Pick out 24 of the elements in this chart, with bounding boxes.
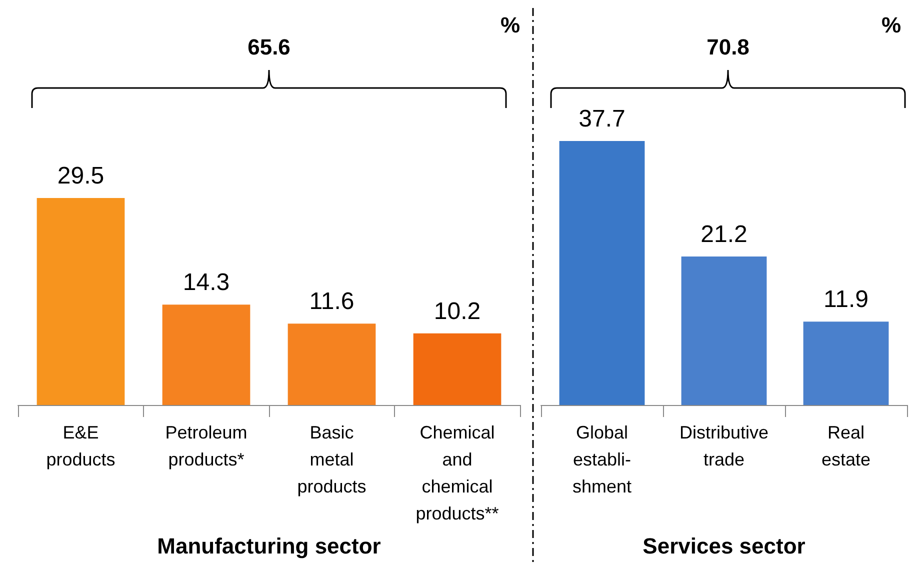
text: 70.8 xyxy=(706,34,750,60)
y-axis-title: % xyxy=(881,12,901,38)
data-label: 11.6 xyxy=(309,288,354,316)
x-tick-label: Petroleum products* xyxy=(165,422,248,470)
bar xyxy=(36,198,125,405)
y-axis-title: % xyxy=(500,12,520,38)
data-label: 29.5 xyxy=(57,162,104,190)
bar xyxy=(288,324,376,405)
x-axis-title: Services sector xyxy=(642,534,806,558)
x-tick-label: Distributive trade xyxy=(679,422,769,470)
x-tick-label: Global establi- shment xyxy=(572,422,632,496)
x-tick-label: Chemical and chemical products** xyxy=(416,422,499,524)
bar xyxy=(413,333,502,405)
text: 65.6 xyxy=(248,34,290,60)
data-label: 21.2 xyxy=(700,221,748,248)
x-axis-title: Manufacturing sector xyxy=(157,534,382,558)
data-label: 37.7 xyxy=(578,106,626,132)
x-tick-label: Basic metal products xyxy=(297,422,366,496)
x-tick-label: Real estate xyxy=(821,422,871,470)
data-label: 14.3 xyxy=(182,269,230,296)
data-label: 10.2 xyxy=(434,298,481,325)
x-tick-label: E&E products xyxy=(46,422,116,470)
data-label: 11.9 xyxy=(824,286,868,314)
bar xyxy=(162,304,250,405)
